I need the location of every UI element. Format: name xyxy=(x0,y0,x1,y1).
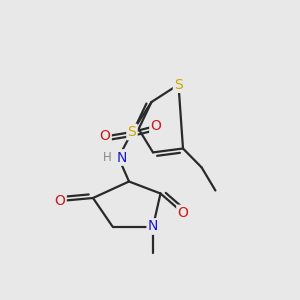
Text: O: O xyxy=(100,130,110,143)
Text: S: S xyxy=(174,78,183,92)
Text: N: N xyxy=(116,151,127,164)
Text: O: O xyxy=(178,206,188,220)
Text: O: O xyxy=(151,119,161,133)
Text: O: O xyxy=(55,194,65,208)
Text: N: N xyxy=(148,220,158,233)
Text: H: H xyxy=(103,151,112,164)
Text: S: S xyxy=(128,125,136,139)
